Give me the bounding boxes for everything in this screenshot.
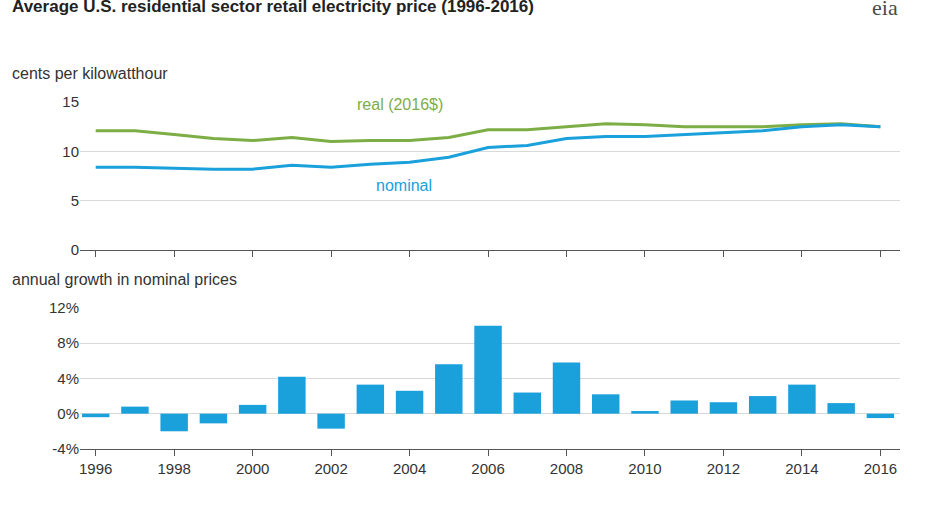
svg-text:1996: 1996: [79, 460, 112, 477]
svg-text:2016: 2016: [864, 460, 897, 477]
svg-text:1998: 1998: [157, 460, 190, 477]
svg-text:2004: 2004: [393, 460, 426, 477]
svg-text:cents per kilowatthour: cents per kilowatthour: [12, 65, 168, 82]
svg-text:2010: 2010: [628, 460, 661, 477]
svg-text:nominal: nominal: [376, 177, 432, 194]
svg-text:4%: 4%: [57, 370, 79, 387]
svg-text:10: 10: [62, 143, 79, 160]
svg-text:8%: 8%: [57, 334, 79, 351]
svg-text:eia: eia: [872, 0, 898, 20]
svg-text:2006: 2006: [471, 460, 504, 477]
svg-text:2008: 2008: [550, 460, 583, 477]
svg-text:2002: 2002: [314, 460, 347, 477]
svg-text:15: 15: [62, 93, 79, 110]
svg-text:annual growth in nominal price: annual growth in nominal prices: [12, 271, 237, 288]
svg-text:Average U.S. residential secto: Average U.S. residential sector retail e…: [12, 0, 534, 16]
svg-text:-4%: -4%: [52, 440, 79, 457]
svg-text:12%: 12%: [49, 299, 79, 316]
svg-text:2000: 2000: [236, 460, 269, 477]
svg-text:2014: 2014: [785, 460, 818, 477]
svg-text:5: 5: [71, 192, 79, 209]
svg-text:0%: 0%: [57, 405, 79, 422]
svg-text:2012: 2012: [707, 460, 740, 477]
svg-text:0: 0: [71, 241, 79, 258]
svg-text:real (2016$): real (2016$): [357, 96, 443, 113]
